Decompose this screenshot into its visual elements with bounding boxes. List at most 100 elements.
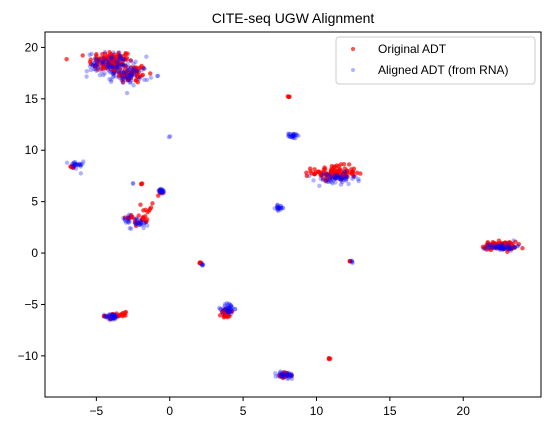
point-aligned-adt-from-rna [491, 244, 496, 250]
point-aligned-adt-from-rna [330, 175, 336, 180]
point-original-adt [150, 201, 155, 206]
point-aligned-adt-from-rna [123, 218, 128, 224]
point-aligned-adt-from-rna [73, 162, 78, 167]
point-aligned-adt-from-rna [108, 63, 114, 68]
point-aligned-adt-from-rna [507, 245, 513, 250]
point-aligned-adt-from-rna [227, 305, 232, 311]
point-aligned-adt-from-rna [487, 245, 492, 250]
point-aligned-adt-from-rna [280, 205, 285, 210]
point-aligned-adt-from-rna [228, 303, 234, 308]
point-aligned-adt-from-rna [119, 77, 124, 83]
point-original-adt [136, 75, 141, 80]
point-aligned-adt-from-rna [144, 77, 150, 83]
point-aligned-adt-from-rna [222, 307, 227, 312]
point-aligned-adt-from-rna [127, 226, 132, 231]
point-aligned-adt-from-rna [288, 372, 293, 377]
point-aligned-adt-from-rna [78, 164, 83, 169]
point-aligned-adt-from-rna [115, 63, 121, 69]
point-aligned-adt-from-rna [127, 220, 132, 225]
point-aligned-adt-from-rna [279, 371, 285, 377]
point-aligned-adt-from-rna [340, 179, 345, 185]
point-aligned-adt-from-rna [131, 83, 136, 88]
point-aligned-adt-from-rna [230, 305, 235, 310]
point-original-adt [148, 205, 154, 210]
point-aligned-adt-from-rna [134, 220, 140, 225]
point-aligned-adt-from-rna [75, 163, 80, 168]
point-aligned-adt-from-rna [120, 75, 125, 80]
point-aligned-adt-from-rna [289, 372, 294, 377]
point-aligned-adt-from-rna [126, 65, 131, 71]
point-aligned-adt-from-rna [307, 173, 312, 179]
point-aligned-adt-from-rna [226, 301, 232, 306]
point-aligned-adt-from-rna [125, 220, 131, 225]
point-aligned-adt-from-rna [111, 64, 117, 69]
point-aligned-adt-from-rna [326, 178, 332, 183]
point-aligned-adt-from-rna [114, 64, 119, 69]
point-original-adt [111, 60, 117, 65]
point-original-adt [148, 71, 153, 76]
point-aligned-adt-from-rna [121, 57, 126, 62]
point-original-adt [289, 373, 295, 378]
point-aligned-adt-from-rna [107, 65, 113, 70]
point-aligned-adt-from-rna [278, 206, 284, 211]
point-aligned-adt-from-rna [138, 221, 144, 226]
point-aligned-adt-from-rna [141, 221, 147, 226]
point-aligned-adt-from-rna [226, 305, 231, 310]
point-aligned-adt-from-rna [107, 311, 112, 317]
point-aligned-adt-from-rna [225, 306, 231, 312]
point-aligned-adt-from-rna [131, 70, 136, 75]
point-aligned-adt-from-rna [275, 204, 280, 209]
point-aligned-adt-from-rna [94, 68, 99, 73]
point-aligned-adt-from-rna [334, 172, 339, 178]
point-aligned-adt-from-rna [505, 245, 510, 251]
point-aligned-adt-from-rna [281, 374, 286, 380]
point-aligned-adt-from-rna [292, 133, 297, 139]
point-aligned-adt-from-rna [279, 374, 284, 379]
point-aligned-adt-from-rna [338, 175, 344, 180]
point-aligned-adt-from-rna [285, 372, 290, 378]
y-tick-label: 0 [31, 246, 38, 260]
point-aligned-adt-from-rna [109, 64, 115, 69]
point-aligned-adt-from-rna [289, 371, 294, 377]
point-aligned-adt-from-rna [155, 73, 160, 79]
point-original-adt [124, 57, 129, 62]
point-aligned-adt-from-rna [224, 300, 230, 306]
point-aligned-adt-from-rna [225, 310, 230, 315]
point-aligned-adt-from-rna [105, 65, 110, 70]
point-aligned-adt-from-rna [128, 58, 133, 63]
point-original-adt [320, 176, 326, 181]
point-aligned-adt-from-rna [286, 133, 292, 138]
point-aligned-adt-from-rna [285, 376, 290, 381]
point-original-adt [138, 181, 144, 187]
point-aligned-adt-from-rna [321, 171, 327, 176]
point-original-adt [106, 60, 112, 65]
point-aligned-adt-from-rna [159, 187, 164, 192]
point-aligned-adt-from-rna [128, 71, 134, 76]
legend-label-original-adt: Original ADT [378, 42, 447, 56]
point-aligned-adt-from-rna [342, 169, 348, 174]
point-original-adt [520, 245, 525, 251]
point-aligned-adt-from-rna [87, 64, 93, 69]
point-original-adt [141, 208, 146, 213]
point-aligned-adt-from-rna [335, 175, 341, 180]
point-aligned-adt-from-rna [84, 74, 89, 79]
point-aligned-adt-from-rna [220, 311, 226, 316]
point-aligned-adt-from-rna [144, 54, 149, 59]
point-original-adt [513, 239, 518, 245]
point-aligned-adt-from-rna [284, 372, 290, 378]
point-aligned-adt-from-rna [116, 57, 122, 63]
point-original-adt [80, 53, 85, 58]
point-aligned-adt-from-rna [78, 162, 83, 168]
point-aligned-adt-from-rna [92, 56, 98, 61]
point-aligned-adt-from-rna [127, 212, 132, 217]
point-aligned-adt-from-rna [330, 176, 335, 181]
point-aligned-adt-from-rna [287, 134, 293, 140]
point-original-adt [112, 66, 117, 71]
point-aligned-adt-from-rna [71, 163, 76, 168]
point-aligned-adt-from-rna [115, 315, 120, 320]
point-aligned-adt-from-rna [118, 69, 124, 74]
point-aligned-adt-from-rna [496, 244, 501, 250]
legend: Original ADT Aligned ADT (from RNA) [335, 36, 536, 85]
point-original-adt [94, 52, 99, 57]
